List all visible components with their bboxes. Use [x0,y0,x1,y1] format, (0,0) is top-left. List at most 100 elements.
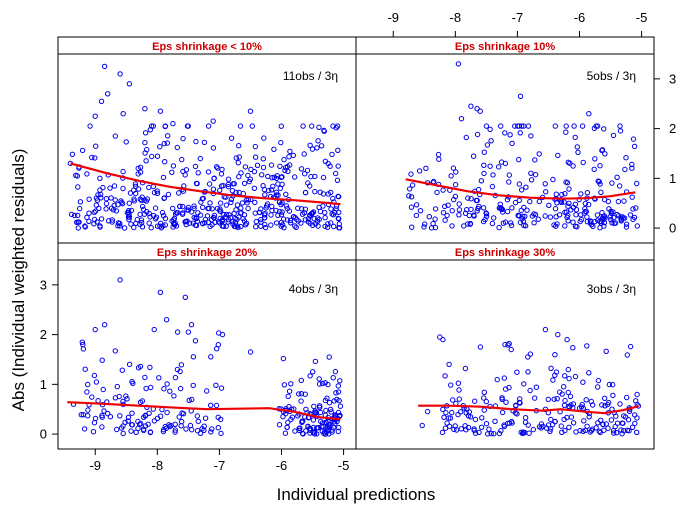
data-point [466,409,472,415]
data-point [307,142,313,149]
data-point [606,206,612,212]
data-point [322,158,329,165]
data-point [150,212,157,219]
data-point [125,414,132,421]
data-point [283,191,289,198]
data-point [260,164,267,171]
data-point [551,396,557,402]
data-point [629,165,635,171]
data-point [264,201,271,207]
data-point [261,212,268,218]
data-point [599,147,605,154]
data-point [558,423,564,429]
data-point [170,205,176,212]
data-point [336,209,342,216]
data-point [632,412,638,418]
data-point [177,385,184,392]
data-point [115,223,121,229]
data-point [207,200,213,206]
data-point [521,222,527,229]
data-point [142,106,148,112]
data-point [133,190,139,197]
data-point [322,431,329,437]
data-point [555,152,561,159]
data-point [179,211,186,217]
data-point [213,402,220,409]
data-point [565,203,571,209]
data-point [580,159,586,166]
data-point [91,209,97,216]
data-point [247,349,254,355]
data-point [516,156,522,163]
data-point [242,164,249,170]
data-point [238,170,244,176]
data-point [448,382,454,388]
data-point [482,216,488,223]
data-point [610,132,617,139]
data-point [209,426,215,432]
data-point [456,201,462,207]
data-point [610,209,616,215]
data-point [327,406,334,413]
data-point [176,414,182,420]
data-point [93,379,100,385]
data-point [570,163,576,169]
data-point [634,223,640,229]
data-point [182,219,188,225]
data-point [302,206,309,212]
data-point [333,390,339,396]
panel-points [419,326,642,437]
data-point [118,198,124,204]
data-point [563,123,569,129]
data-point [150,183,157,190]
data-point [584,190,591,196]
data-point [110,207,117,213]
data-point [634,415,640,421]
data-point [223,202,230,208]
data-point [456,396,462,402]
data-point [218,430,224,437]
data-point [92,208,99,214]
data-point [528,170,534,177]
data-point [149,153,155,160]
data-point [137,399,144,405]
data-point [617,128,624,134]
data-point [512,199,519,206]
data-point [335,409,342,416]
data-point [514,369,520,375]
data-point [556,212,563,218]
data-point [532,211,539,218]
data-point [177,203,183,210]
data-point [167,388,173,394]
data-point [164,140,171,146]
data-point [298,377,304,384]
data-point [565,389,571,396]
data-point [509,205,515,211]
data-point [305,219,311,225]
data-point [161,195,168,201]
data-point [600,421,606,427]
data-point [164,409,170,416]
data-point [506,179,512,185]
smooth-line [70,162,341,206]
data-point [185,204,192,211]
data-point [509,420,515,426]
panel-points [70,277,344,437]
data-point [301,151,307,157]
panel-annotation: 5obs / 3η [587,69,636,83]
data-point [204,388,210,394]
data-point [592,218,598,225]
data-point [314,425,320,431]
data-point [307,183,313,189]
data-point [84,171,90,177]
data-point [458,426,464,432]
data-point [97,187,103,193]
data-point [562,223,568,229]
data-point [286,388,293,394]
data-point [318,418,324,424]
data-point [494,376,500,383]
data-point [269,203,275,210]
data-point [478,178,485,184]
x-axis-title: Individual predictions [277,485,436,504]
